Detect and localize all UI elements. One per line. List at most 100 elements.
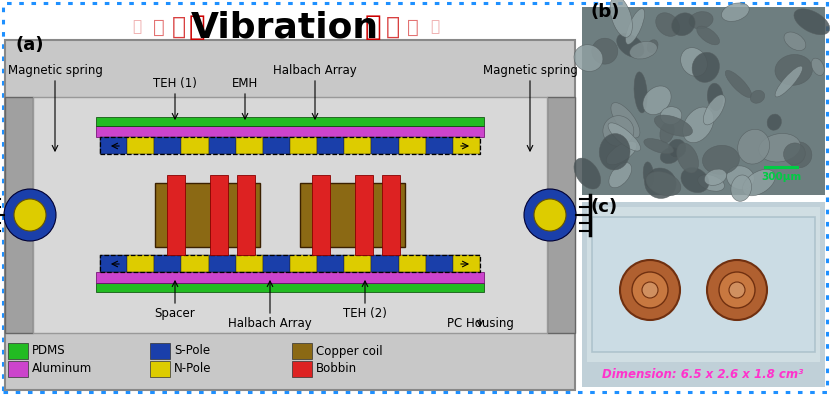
Ellipse shape [738, 129, 769, 164]
Ellipse shape [794, 9, 830, 35]
Bar [167, 175, 185, 255]
Bar [263, 137, 290, 154]
Text: (a): (a) [15, 36, 43, 54]
Text: 《: 《 [172, 15, 186, 39]
Ellipse shape [784, 143, 805, 165]
Ellipse shape [725, 70, 752, 98]
Ellipse shape [606, 141, 637, 165]
Ellipse shape [786, 142, 812, 168]
Bar [587, 207, 820, 362]
Ellipse shape [775, 66, 803, 97]
Ellipse shape [812, 58, 824, 75]
Ellipse shape [731, 175, 751, 201]
Ellipse shape [599, 134, 630, 170]
Bar [592, 217, 815, 352]
Text: Magnetic spring: Magnetic spring [482, 64, 578, 77]
Ellipse shape [660, 122, 674, 143]
Ellipse shape [750, 90, 764, 103]
Ellipse shape [692, 53, 720, 82]
Bar [292, 343, 312, 359]
Bar [290, 255, 317, 272]
Text: 》: 》 [364, 13, 381, 41]
Bar [96, 283, 484, 292]
Text: 《: 《 [133, 19, 142, 34]
Bar [127, 255, 154, 272]
Bar [344, 255, 372, 272]
Bar [210, 175, 228, 255]
Bar [96, 126, 484, 137]
Bar [426, 255, 453, 272]
Text: 》: 》 [386, 15, 400, 39]
Ellipse shape [683, 107, 714, 143]
Ellipse shape [721, 3, 749, 21]
Ellipse shape [574, 158, 601, 189]
Ellipse shape [644, 139, 673, 154]
Text: 《: 《 [153, 17, 165, 36]
Ellipse shape [603, 116, 634, 147]
Circle shape [620, 260, 680, 320]
Bar [96, 272, 484, 283]
Bar [127, 137, 154, 154]
Ellipse shape [775, 55, 813, 85]
Text: PDMS: PDMS [32, 344, 66, 357]
Ellipse shape [634, 72, 647, 113]
Text: Vibration: Vibration [191, 10, 379, 44]
Bar [372, 137, 398, 154]
Bar [453, 255, 480, 272]
Ellipse shape [656, 13, 680, 36]
Bar [182, 137, 208, 154]
Ellipse shape [617, 33, 644, 58]
Bar [292, 361, 312, 377]
Ellipse shape [609, 162, 632, 188]
Bar [8, 343, 28, 359]
Text: Aluminum: Aluminum [32, 363, 92, 376]
Ellipse shape [681, 48, 707, 76]
Ellipse shape [643, 86, 671, 115]
Bar [300, 183, 405, 247]
Ellipse shape [784, 32, 806, 51]
Ellipse shape [592, 38, 618, 64]
Text: Halbach Array: Halbach Array [228, 317, 312, 330]
Text: TEH (2): TEH (2) [343, 307, 387, 320]
Bar [100, 137, 480, 154]
Ellipse shape [671, 13, 696, 36]
Ellipse shape [661, 107, 681, 124]
Bar [208, 255, 236, 272]
Bar [290, 137, 317, 154]
Bar [382, 175, 400, 255]
Bar [5, 40, 575, 390]
Bar [182, 255, 208, 272]
Text: 《: 《 [188, 13, 205, 41]
Bar [100, 255, 480, 272]
Circle shape [524, 189, 576, 241]
Bar [426, 137, 453, 154]
Ellipse shape [759, 134, 801, 162]
Bar [237, 175, 255, 255]
Bar [344, 137, 372, 154]
Text: Spacer: Spacer [154, 307, 195, 320]
Ellipse shape [707, 83, 723, 111]
Ellipse shape [608, 123, 641, 151]
Ellipse shape [696, 26, 720, 45]
Ellipse shape [630, 41, 657, 59]
Ellipse shape [702, 145, 740, 174]
Circle shape [632, 272, 668, 308]
Bar [154, 137, 182, 154]
Ellipse shape [645, 168, 676, 198]
Text: EMH: EMH [232, 77, 258, 90]
Bar [8, 361, 28, 377]
Ellipse shape [643, 162, 654, 187]
Ellipse shape [676, 143, 699, 173]
Bar [453, 137, 480, 154]
Bar [317, 255, 344, 272]
Bar [236, 255, 263, 272]
Ellipse shape [646, 171, 681, 196]
Bar [547, 97, 575, 333]
Bar [372, 255, 398, 272]
Circle shape [719, 272, 755, 308]
Text: TEH (1): TEH (1) [153, 77, 197, 90]
Text: 》: 》 [408, 17, 419, 36]
Ellipse shape [743, 169, 775, 196]
Ellipse shape [681, 167, 709, 193]
Bar [398, 255, 426, 272]
